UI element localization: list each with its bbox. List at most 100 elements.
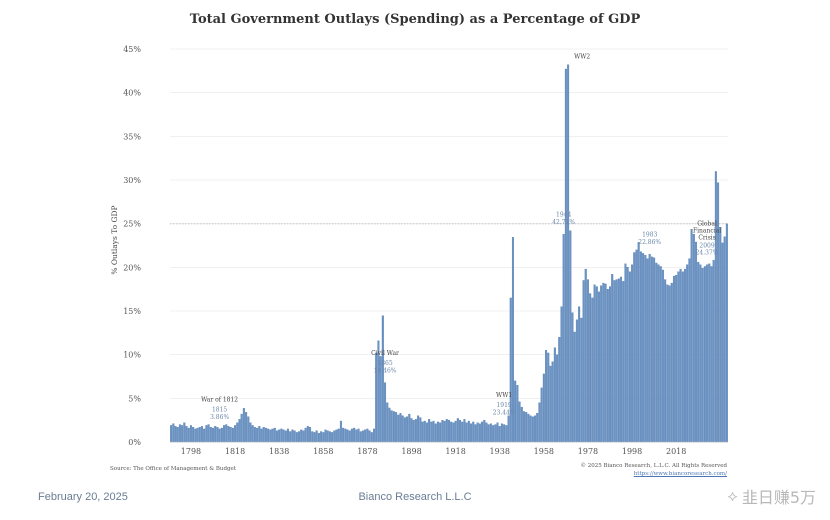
bar: [278, 429, 281, 443]
bar: [522, 411, 525, 443]
annotation-label: 3.86%: [210, 414, 229, 421]
bar: [264, 427, 267, 443]
bar: [439, 422, 442, 443]
bar: [172, 423, 175, 443]
bar: [410, 418, 413, 443]
bar: [609, 286, 612, 443]
x-tick-label: 1838: [269, 447, 289, 456]
bar: [721, 242, 724, 443]
bar: [556, 354, 559, 443]
bar: [423, 420, 426, 443]
bar: [309, 427, 312, 443]
bar: [703, 266, 706, 443]
bar: [580, 317, 583, 443]
bar: [421, 421, 424, 443]
annotation-label: 2009: [699, 243, 714, 250]
bar: [359, 431, 362, 443]
bar: [476, 422, 479, 443]
watermark: ⟡ 韭日赚5万: [727, 484, 816, 508]
y-tick-label: 25%: [123, 220, 141, 229]
annotation-label: 1919: [496, 402, 511, 409]
bar: [326, 430, 329, 443]
bar: [441, 420, 444, 443]
bar: [683, 268, 686, 443]
bar: [492, 425, 495, 443]
bar: [417, 415, 420, 443]
bar: [534, 415, 537, 443]
bar: [553, 347, 556, 443]
annotation-label: 24.37%: [696, 250, 719, 257]
bar: [602, 282, 605, 443]
x-tick-label: 1958: [534, 447, 554, 456]
bar: [611, 274, 614, 443]
bar: [436, 421, 439, 443]
bar: [631, 264, 634, 443]
annotation-label: 30.98%: [720, 0, 743, 2]
bar: [388, 407, 391, 443]
annotation-label: 1815: [212, 406, 227, 413]
bar: [655, 262, 658, 443]
bar: [300, 429, 303, 443]
bar: [529, 415, 532, 443]
annotation-label: 24.98%: [731, 0, 754, 2]
bar: [679, 268, 682, 443]
bar: [465, 422, 468, 443]
bar: [549, 365, 552, 443]
bar: [483, 420, 486, 443]
bar: [412, 420, 415, 443]
bar: [229, 427, 232, 443]
bar: [216, 427, 219, 443]
bar: [653, 257, 656, 443]
bar: [207, 424, 210, 443]
bar: [304, 427, 307, 443]
bar: [661, 269, 664, 443]
bar: [212, 427, 215, 443]
bar: [328, 431, 331, 443]
bar: [509, 297, 512, 443]
bar: [346, 429, 349, 443]
bar: [520, 406, 523, 443]
bar: [481, 421, 484, 443]
bar: [586, 279, 589, 443]
x-tick-label: 1858: [313, 447, 333, 456]
bar: [688, 258, 691, 443]
bar: [258, 426, 261, 443]
bar: [284, 430, 287, 443]
bar: [474, 424, 477, 443]
bar: [247, 416, 250, 443]
bar: [183, 422, 186, 443]
bar: [273, 427, 276, 443]
bar: [712, 260, 715, 443]
bar: [220, 427, 223, 443]
bar: [339, 420, 342, 443]
y-axis-label: % Outlays To GDP: [110, 205, 119, 274]
bar: [498, 426, 501, 443]
annotation-label: 23.44%: [493, 410, 516, 417]
bar: [231, 427, 234, 443]
bar: [320, 431, 323, 443]
x-tick-label: 1918: [445, 447, 465, 456]
bar: [198, 427, 201, 443]
bar: [203, 428, 206, 443]
bar: [289, 431, 292, 443]
bar: [355, 429, 358, 443]
y-axis-ticks: 0% 5% 10% 15% 20% 25% 30% 35% 40% 45%: [123, 45, 141, 447]
bar: [719, 227, 722, 443]
bar: [626, 267, 629, 443]
bar: [697, 261, 700, 443]
bar: [558, 337, 561, 443]
bar: [604, 283, 607, 443]
bar: [527, 413, 530, 443]
bar: [478, 423, 481, 443]
bar: [174, 426, 177, 443]
bar: [485, 422, 488, 443]
bar: [503, 424, 506, 443]
website-link[interactable]: https://www.biancoresearch.com/: [633, 471, 727, 477]
bar: [516, 385, 519, 443]
bar: [472, 421, 475, 443]
bar: [317, 433, 320, 443]
footer-company: Bianco Research L.L.C: [358, 491, 472, 503]
bar: [613, 280, 616, 443]
bar: [344, 428, 347, 443]
annotation-label: WW1: [496, 392, 512, 399]
